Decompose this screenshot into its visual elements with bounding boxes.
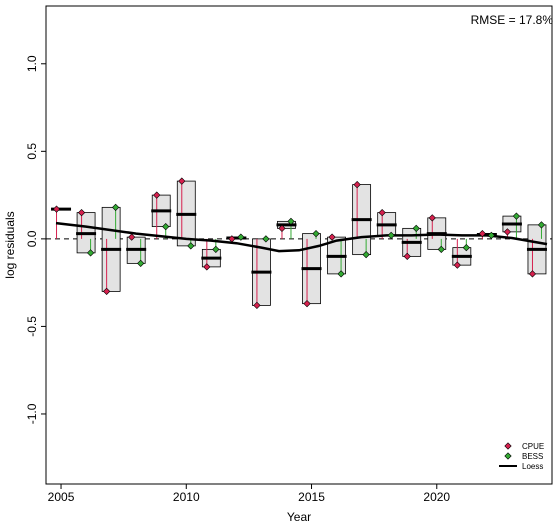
cpue-point-2024 xyxy=(528,270,537,278)
bess-point-2012 xyxy=(237,233,245,241)
legend-label-cpue: CPUE xyxy=(522,442,544,451)
x-axis-label: Year xyxy=(287,510,311,524)
y-tick-label-2: 0.0 xyxy=(25,230,39,247)
cpue-point-2012 xyxy=(228,235,236,243)
legend-label-bess: BESS xyxy=(522,452,543,461)
bess-point-2024 xyxy=(537,221,546,229)
cpue-point-2017 xyxy=(353,180,361,189)
cpue-point-2009 xyxy=(153,191,161,199)
x-tick-label-2005: 2005 xyxy=(48,490,75,504)
bess-point-2015 xyxy=(312,229,320,238)
legend-marker-bess xyxy=(504,452,512,460)
bess-point-2008 xyxy=(137,259,145,268)
y-tick-label-1: -0.5 xyxy=(25,316,39,337)
bess-point-2013 xyxy=(262,235,270,243)
loess-smoother-line xyxy=(55,221,548,253)
plot-area xyxy=(45,5,553,485)
residual-boxes xyxy=(51,180,547,306)
cpue-point-2023 xyxy=(503,228,512,236)
cpue-point-2011 xyxy=(203,263,211,271)
cpue-point-2015 xyxy=(303,300,311,308)
x-tick-label-2010: 2010 xyxy=(173,490,200,504)
cpue-point-2022 xyxy=(478,229,486,238)
bess-point-2017 xyxy=(362,251,370,259)
bess-point-2011 xyxy=(212,245,220,254)
bess-point-2009 xyxy=(162,222,170,231)
cpue-point-2018 xyxy=(378,208,386,217)
x-tick-label-2020: 2020 xyxy=(423,490,450,504)
bess-point-2007 xyxy=(112,203,120,211)
cpue-point-2006 xyxy=(77,208,86,217)
x-tick-label-2015: 2015 xyxy=(298,490,325,504)
cpue-point-2007 xyxy=(103,287,111,296)
y-tick-label-0: -1.0 xyxy=(25,403,39,424)
bess-point-2016 xyxy=(337,270,345,278)
residual-points xyxy=(52,177,546,310)
y-tick-label-3: 0.5 xyxy=(25,143,39,160)
bess-point-2018 xyxy=(387,231,395,239)
cpue-point-2010 xyxy=(178,177,186,185)
bess-point-2010 xyxy=(187,242,195,250)
bess-point-2020 xyxy=(437,245,445,254)
cpue-point-2005 xyxy=(52,205,61,213)
cpue-point-2020 xyxy=(428,214,436,222)
cpue-point-2008 xyxy=(128,233,136,241)
rmse-annotation: RMSE = 17.8% xyxy=(471,13,554,27)
y-axis-label: log residuals xyxy=(3,211,17,278)
cpue-point-2013 xyxy=(253,301,261,310)
legend-marker-cpue xyxy=(504,442,512,450)
bess-point-2023 xyxy=(512,212,521,220)
legend-label-loess: Loess xyxy=(522,462,543,471)
y-tick-label-4: 1.0 xyxy=(25,55,39,72)
bess-point-2014 xyxy=(287,217,295,225)
y-axis: -1.0 -0.5 0.0 0.5 1.0 xyxy=(25,55,46,424)
plot-frame xyxy=(45,5,553,485)
bess-point-2021 xyxy=(462,244,470,252)
cpue-point-2019 xyxy=(403,252,411,261)
bess-point-2006 xyxy=(86,249,95,257)
cpue-point-2021 xyxy=(453,261,461,269)
bess-point-2022 xyxy=(487,231,495,239)
x-axis: 2005 2010 2015 2020 xyxy=(48,484,450,504)
cpue-point-2016 xyxy=(328,233,336,241)
bess-point-2019 xyxy=(412,224,420,232)
cpue-point-2014 xyxy=(278,224,286,232)
